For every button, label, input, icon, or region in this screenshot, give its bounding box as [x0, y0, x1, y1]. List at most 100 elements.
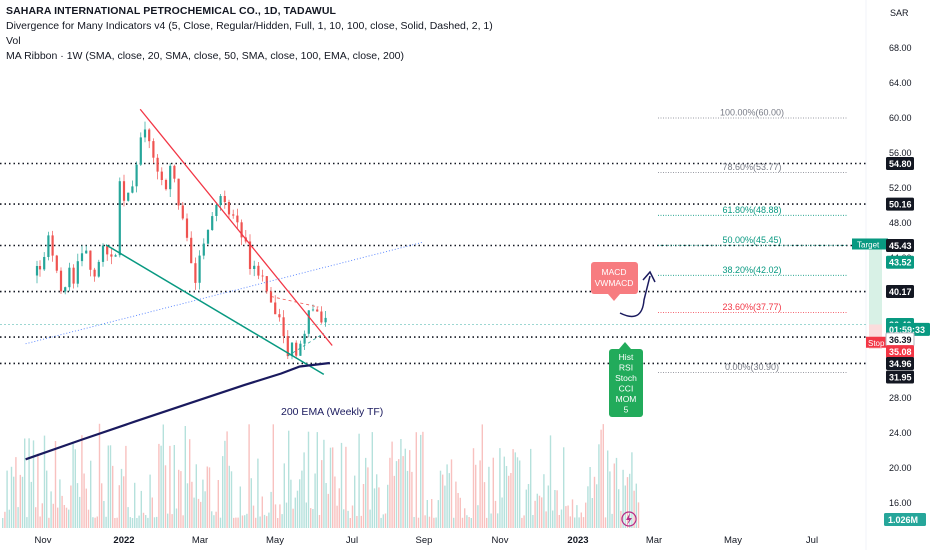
- stop-label-bg: [866, 336, 888, 348]
- candle-body: [194, 263, 197, 283]
- volume-bar: [426, 500, 428, 528]
- candle-body: [324, 317, 327, 323]
- volume-bar: [204, 491, 206, 528]
- indicator-ma-ribbon[interactable]: MA Ribbon · 1W (SMA, close, 20, SMA, clo…: [6, 50, 404, 62]
- candle-body: [135, 164, 138, 187]
- candle-body: [139, 137, 142, 165]
- volume-bar: [10, 466, 13, 528]
- volume-bar: [420, 434, 422, 528]
- y-tick-label: 20.00: [889, 463, 912, 473]
- volume-bar: [213, 515, 215, 528]
- volume-bar: [164, 465, 167, 528]
- price-tag-bg: [886, 356, 914, 370]
- volume-bar: [17, 507, 19, 528]
- volume-bar: [112, 465, 114, 528]
- volume-bar: [259, 516, 261, 528]
- volume-bar: [252, 505, 255, 528]
- volume-bar: [103, 501, 105, 528]
- volume-bar: [48, 517, 50, 528]
- volume-bar: [486, 517, 488, 528]
- macd-callout-box: [591, 262, 638, 294]
- candle-body: [215, 205, 218, 216]
- price-tag-text: 36.39: [889, 335, 912, 345]
- volume-bar: [558, 515, 560, 528]
- volume-bar: [145, 515, 147, 528]
- volume-bar: [279, 504, 281, 528]
- price-tag: 43.52: [886, 255, 914, 269]
- volume-bar: [369, 509, 371, 528]
- volume-bar: [527, 484, 530, 528]
- volume-bar: [519, 460, 521, 528]
- volume-bar: [448, 473, 450, 528]
- volume-bar: [288, 430, 290, 528]
- volume-bar: [327, 493, 329, 528]
- macd-callout-text: VWMACD: [595, 278, 634, 288]
- volume-bar: [354, 475, 356, 528]
- y-tick-label: 56.00: [889, 148, 912, 158]
- volume-bar: [171, 514, 173, 528]
- volume-bar: [380, 517, 382, 528]
- volume-bar: [543, 474, 545, 528]
- candle-body: [89, 250, 92, 270]
- volume-bar: [173, 445, 175, 528]
- volume-bar: [384, 513, 387, 528]
- volume-bar: [483, 482, 486, 528]
- price-tag-text: 50.16: [889, 200, 912, 210]
- price-tag-text: 40.17: [889, 287, 912, 297]
- volume-bar: [466, 515, 468, 528]
- candle-body: [316, 309, 319, 312]
- volume-bar: [376, 474, 378, 528]
- candle-body: [110, 254, 113, 257]
- candle-body: [35, 266, 39, 276]
- x-tick-label: May: [266, 535, 284, 546]
- volume-bar: [257, 458, 259, 528]
- volume-bar: [147, 517, 149, 528]
- x-tick-label: Jul: [346, 535, 358, 546]
- price-tag-bg: [886, 285, 914, 299]
- volume-bar: [230, 471, 233, 528]
- trendline-red: [139, 108, 333, 346]
- candle-body: [206, 230, 210, 244]
- y-tick-label: 24.00: [889, 428, 912, 438]
- volume-bar: [109, 445, 112, 528]
- price-tag: 35.08: [886, 345, 914, 359]
- volume-bar: [83, 473, 85, 528]
- volume-bar: [87, 509, 90, 528]
- indicator-volume[interactable]: Vol: [6, 35, 21, 47]
- symbol-title[interactable]: SAHARA INTERNATIONAL PETROCHEMICAL CO., …: [6, 5, 337, 17]
- volume-bar: [613, 463, 615, 528]
- volume-bar: [547, 485, 549, 528]
- candle-body: [240, 222, 243, 238]
- volume-bar: [24, 438, 26, 528]
- volume-bar: [468, 517, 470, 528]
- candle-body: [257, 265, 260, 276]
- volume-bar: [226, 431, 228, 528]
- volume-bar: [107, 445, 109, 528]
- candle-body: [311, 309, 315, 311]
- volume-bar: [400, 439, 402, 528]
- volume-bar: [59, 479, 61, 528]
- candle-body: [122, 181, 126, 201]
- volume-bar: [114, 518, 116, 528]
- x-tick-label: Jul: [806, 535, 818, 546]
- divergence-callout-text: CCI: [619, 384, 634, 394]
- indicator-divergence[interactable]: Divergence for Many Indicators v4 (5, Cl…: [6, 20, 493, 32]
- candle-body: [38, 266, 42, 270]
- volume-bar: [63, 505, 65, 528]
- candle-body: [265, 276, 268, 292]
- candles: [35, 121, 327, 360]
- volume-bar: [175, 508, 178, 528]
- fib-level-label: 38.20%(42.02): [722, 265, 781, 275]
- candle-body: [160, 171, 163, 180]
- volume-bar: [294, 497, 296, 528]
- volume-bar: [360, 515, 362, 528]
- volume-bar: [15, 457, 17, 528]
- volume-bar: [125, 445, 127, 528]
- target-label: Target: [852, 238, 888, 250]
- volume-bar: [178, 469, 180, 528]
- divergence-callout-text: Hist: [619, 352, 634, 362]
- volume-bar: [224, 440, 226, 528]
- candle-body: [169, 165, 172, 190]
- divergence-line: [287, 332, 325, 357]
